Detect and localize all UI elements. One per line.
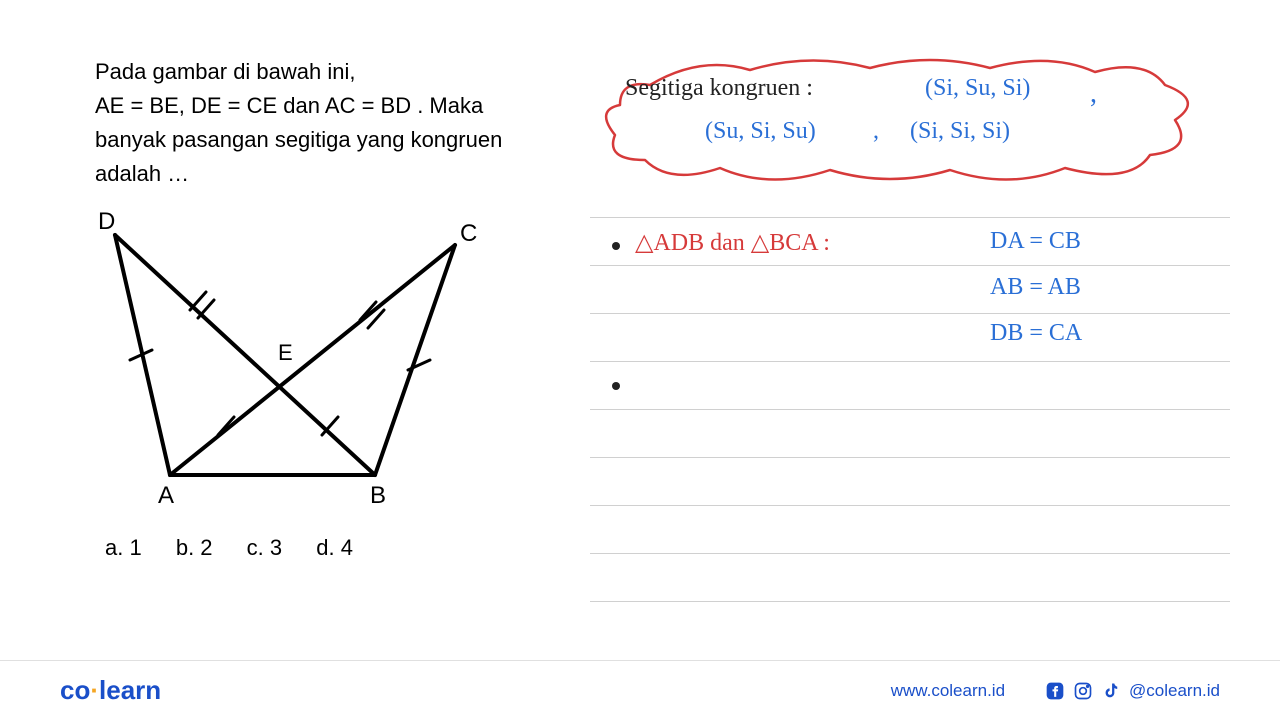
cloud-rule-1: (Si, Su, Si) — [925, 75, 1030, 102]
handwriting-area: Segitiga kongruen : (Si, Su, Si) , (Su, … — [590, 50, 1230, 610]
option-b: b. 2 — [176, 535, 213, 560]
bullet-1 — [612, 242, 620, 250]
logo-co: co — [60, 675, 90, 705]
equation-3: DB = CA — [990, 320, 1082, 347]
footer-handle: @colearn.id — [1129, 681, 1220, 701]
instagram-icon — [1073, 681, 1093, 701]
cloud-comma: , — [1090, 78, 1097, 110]
vertex-label-a: A — [158, 482, 174, 510]
question-line-4: adalah … — [95, 157, 555, 191]
question-text: Pada gambar di bawah ini, AE = BE, DE = … — [95, 55, 555, 191]
question-line-3: banyak pasangan segitiga yang kongruen — [95, 123, 555, 157]
footer-right: www.colearn.id @colearn.id — [891, 681, 1220, 701]
pair-1-title: △ADB dan △BCA : — [635, 228, 830, 257]
option-a: a. 1 — [105, 535, 142, 560]
bullet-2 — [612, 382, 620, 390]
tiktok-icon — [1101, 681, 1121, 701]
answer-options: a. 1 b. 2 c. 3 d. 4 — [105, 535, 381, 561]
footer-url: www.colearn.id — [891, 681, 1005, 701]
vertex-label-e: E — [278, 340, 293, 366]
logo-dot-icon: · — [90, 675, 99, 705]
cloud-sep: , — [873, 118, 879, 145]
social-icons: @colearn.id — [1045, 681, 1220, 701]
logo: co·learn — [60, 675, 161, 706]
cloud-rule-2: (Su, Si, Su) — [705, 118, 816, 145]
question-line-1: Pada gambar di bawah ini, — [95, 55, 555, 89]
footer: co·learn www.colearn.id @colearn.id — [0, 660, 1280, 720]
option-c: c. 3 — [247, 535, 282, 560]
equation-2: AB = AB — [990, 274, 1081, 301]
cloud-title: Segitiga kongruen : — [625, 75, 813, 102]
facebook-icon — [1045, 681, 1065, 701]
question-line-2: AE = BE, DE = CE dan AC = BD . Maka — [95, 89, 555, 123]
option-d: d. 4 — [316, 535, 353, 560]
geometry-diagram: D C A B E — [90, 210, 500, 520]
vertex-label-d: D — [98, 208, 115, 236]
cloud-rule-3: (Si, Si, Si) — [910, 118, 1010, 145]
vertex-label-b: B — [370, 482, 386, 510]
equation-1: DA = CB — [990, 228, 1081, 255]
vertex-label-c: C — [460, 220, 477, 248]
logo-learn: learn — [99, 675, 161, 705]
